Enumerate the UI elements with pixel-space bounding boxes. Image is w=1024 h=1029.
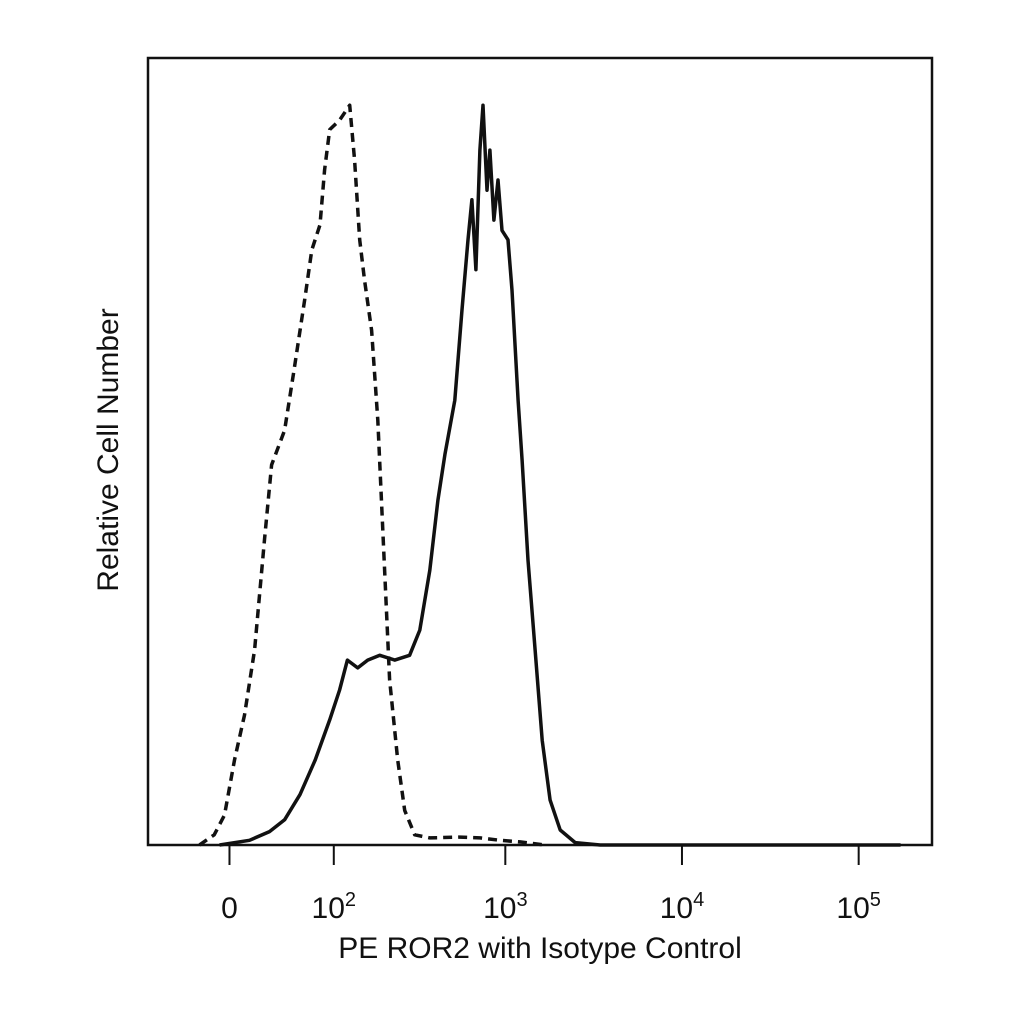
histogram-line <box>198 103 546 847</box>
x-axis-label: PE ROR2 with Isotype Control <box>338 932 742 965</box>
x-tick-label: 102 <box>312 889 357 925</box>
x-tick-base: 10 <box>312 892 345 925</box>
y-axis-label: Relative Cell Number <box>92 308 125 591</box>
x-tick-label: 103 <box>483 889 528 925</box>
x-tick-exponent: 5 <box>870 889 881 911</box>
x-tick-exponent: 3 <box>516 889 527 911</box>
x-tick-exponent: 2 <box>345 889 356 911</box>
x-tick-exponent: 4 <box>693 889 704 911</box>
histogram-line <box>219 103 901 847</box>
x-tick-base: 10 <box>836 892 869 925</box>
x-tick-label: 105 <box>836 889 881 925</box>
x-tick-label: 104 <box>660 889 705 925</box>
x-tick-label: 0 <box>221 892 238 925</box>
x-tick-base: 10 <box>660 892 693 925</box>
x-tick-base: 10 <box>483 892 516 925</box>
